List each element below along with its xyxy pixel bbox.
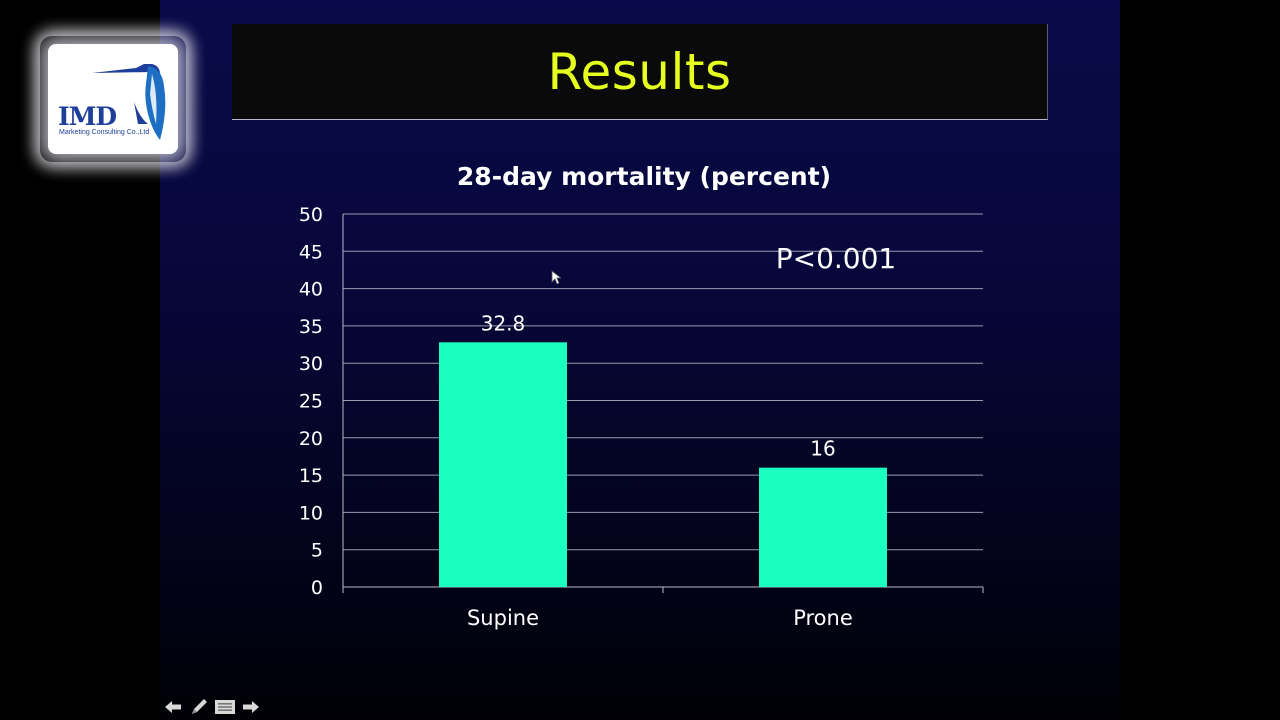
y-tick-label: 0: [311, 577, 323, 599]
y-axis-ticks: 0 5 10 15 20 25 30 35 40 45 50: [299, 204, 323, 599]
mouse-cursor-icon: [551, 270, 561, 285]
company-logo: IMD Marketing Consulting Co.,Ltd: [48, 44, 178, 154]
slide-background: [160, 0, 1120, 720]
logo-tagline: Marketing Consulting Co.,Ltd: [59, 129, 150, 136]
slide-navigation: [162, 696, 262, 718]
bars: [439, 342, 887, 587]
x-axis-ticks: Supine Prone: [467, 606, 853, 630]
arrow-left-icon[interactable]: [162, 696, 184, 718]
chart-title: 28-day mortality (percent): [457, 162, 831, 191]
y-tick-label: 45: [299, 241, 323, 263]
y-tick-label: 35: [299, 316, 323, 338]
slide-title: Results: [547, 42, 732, 101]
kingfisher-icon: [92, 64, 166, 140]
y-tick-label: 20: [299, 428, 323, 450]
x-tick-label-prone: Prone: [793, 606, 853, 630]
data-label-prone: 16: [810, 437, 835, 461]
bar-prone: [759, 467, 887, 587]
logo-text: IMD: [58, 102, 117, 131]
data-label-supine: 32.8: [481, 311, 526, 335]
y-tick-label: 10: [299, 502, 323, 524]
y-tick-label: 50: [299, 204, 323, 226]
arrow-right-icon[interactable]: [240, 696, 262, 718]
y-tick-label: 30: [299, 353, 323, 375]
y-tick-label: 15: [299, 465, 323, 487]
pen-icon[interactable]: [188, 696, 210, 718]
data-labels: 32.8 16: [481, 311, 836, 460]
y-tick-label: 40: [299, 279, 323, 301]
menu-icon[interactable]: [214, 696, 236, 718]
y-tick-label: 5: [311, 540, 323, 562]
bar-supine: [439, 342, 567, 587]
p-value-annotation: P<0.001: [776, 242, 897, 275]
x-tick-label-supine: Supine: [467, 606, 539, 630]
y-tick-label: 25: [299, 391, 323, 413]
title-bar: Results: [232, 24, 1048, 120]
